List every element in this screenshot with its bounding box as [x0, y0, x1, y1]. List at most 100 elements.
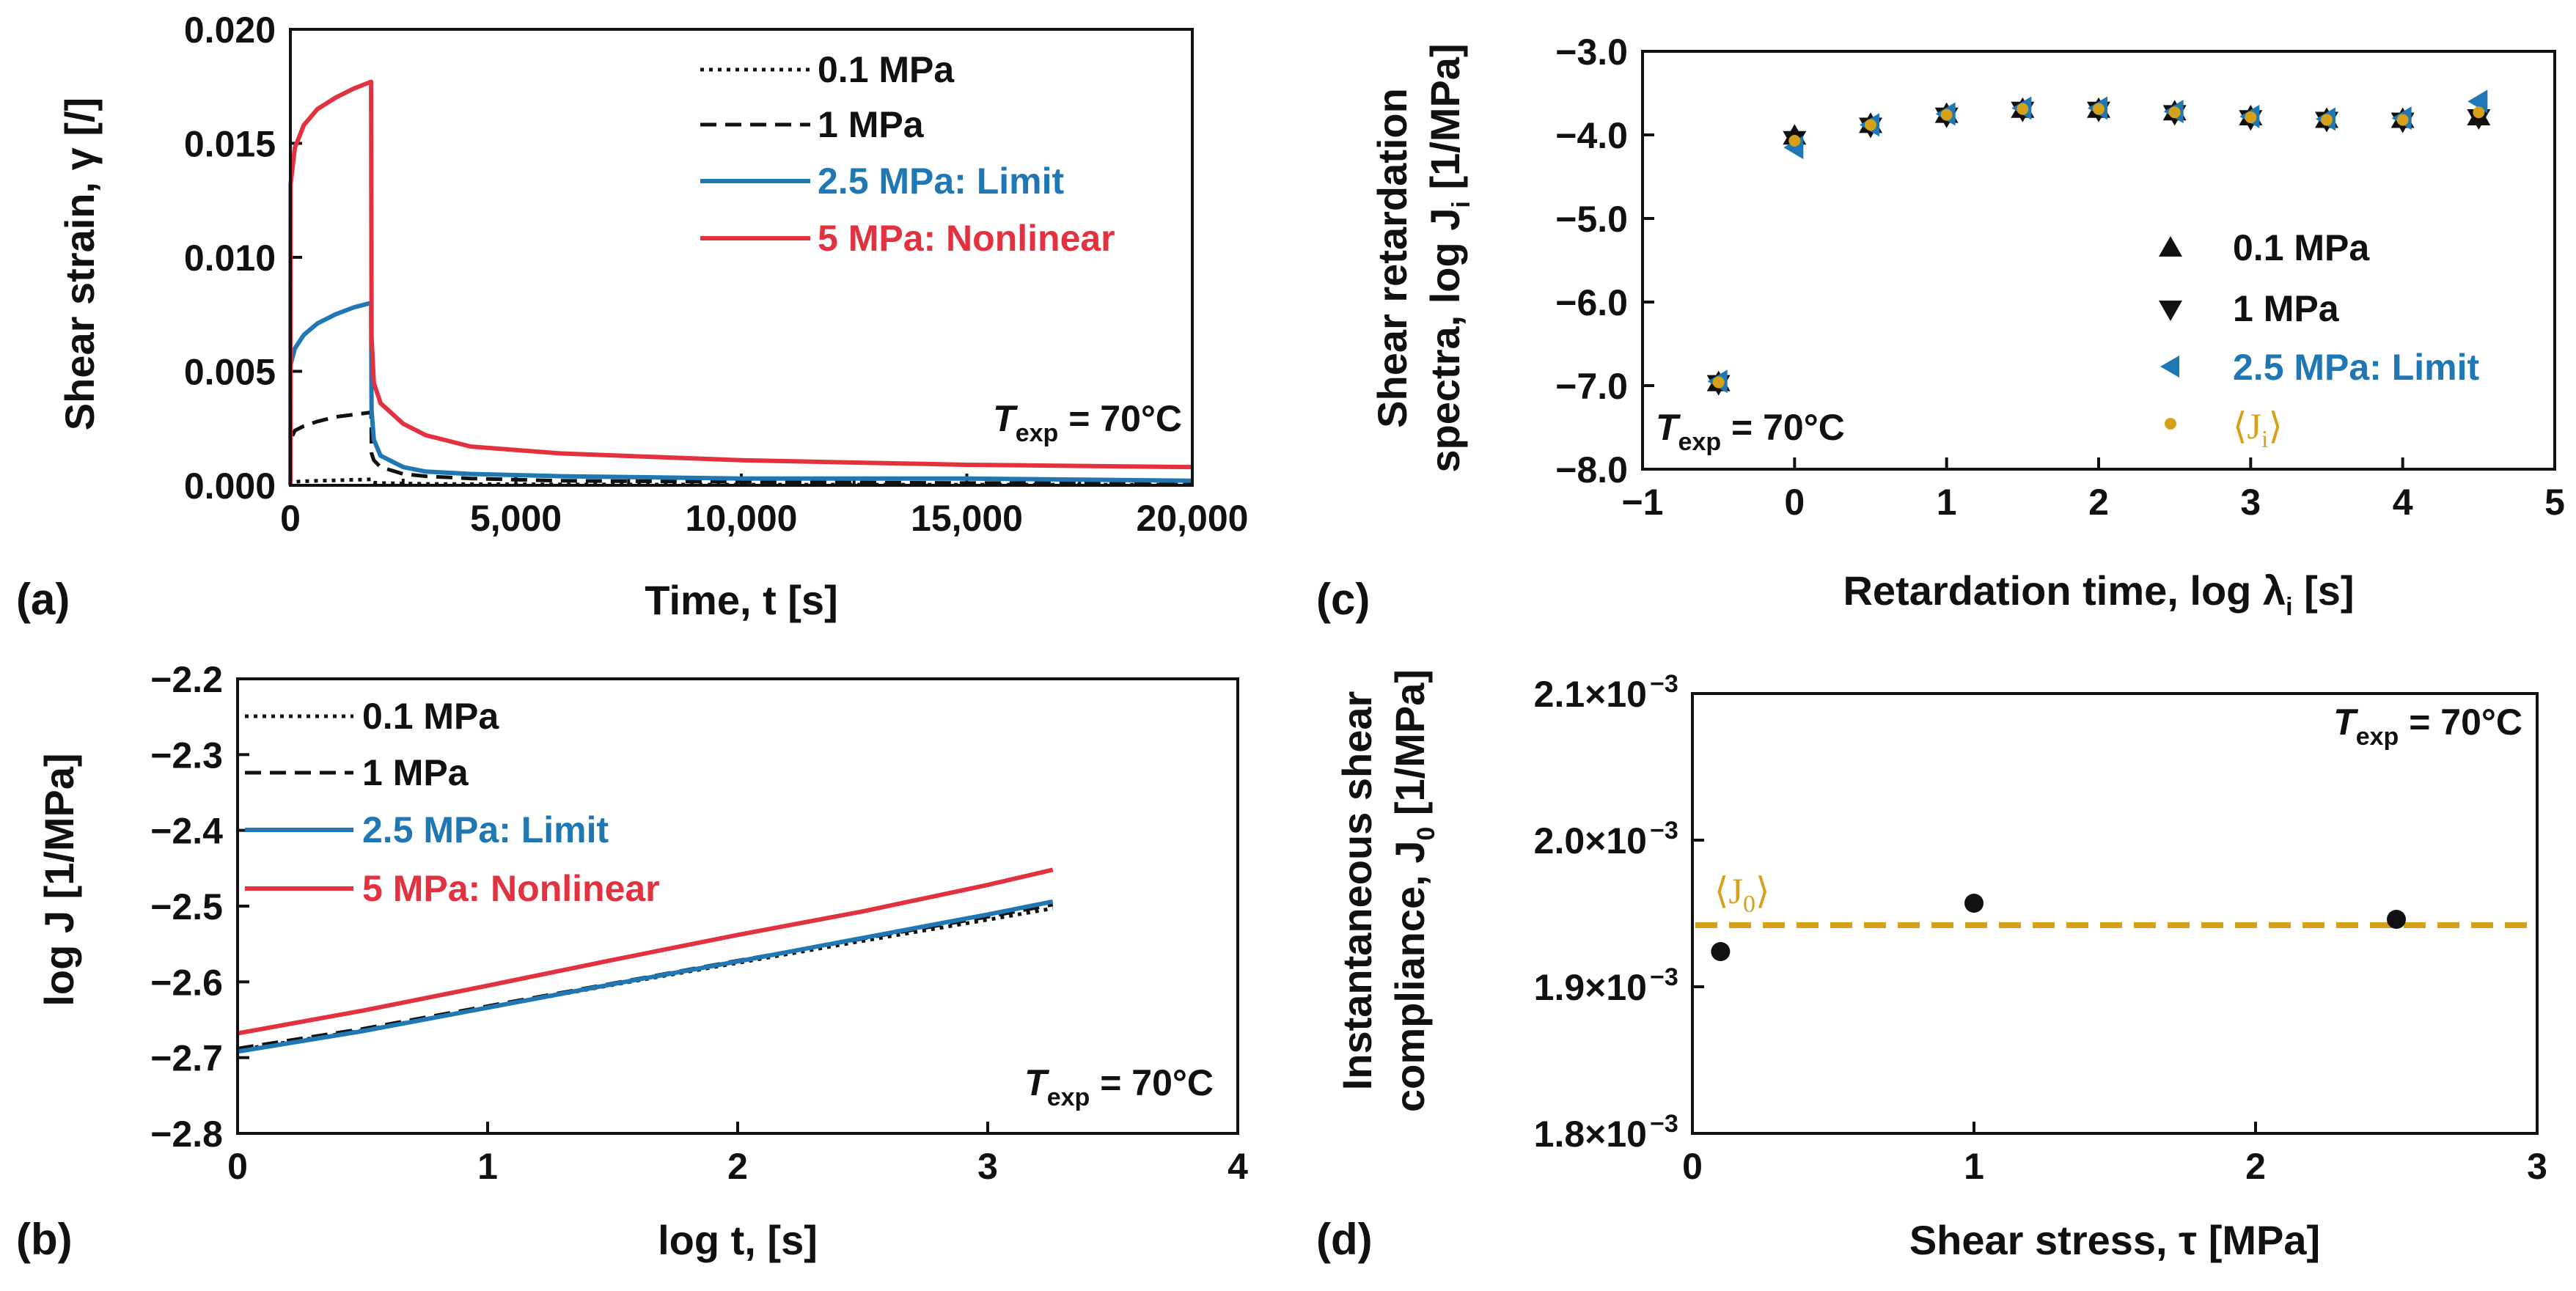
- legend-c-marker-2: [2160, 356, 2179, 378]
- panel-b-series-3-line: [237, 867, 1054, 1036]
- panel-b-series-0-line: [237, 906, 1054, 1052]
- panel-d-ylabel-rest: [1/MPa]: [1387, 669, 1433, 827]
- panel-a-ytick-label-4: 0.020: [184, 10, 276, 51]
- panel-a-ylabel-text: Shear strain, γ [/]: [56, 98, 103, 430]
- panel-a-xtick-label-0: 0: [280, 498, 301, 539]
- panel-c-xtick-label-5: 4: [2393, 482, 2413, 523]
- panel-a-series-1-line: [288, 411, 1192, 486]
- panel-d-ylabel-line1: Instantaneous shear: [1334, 691, 1380, 1091]
- panel-d-xtick-label-2: 2: [2245, 1146, 2266, 1187]
- annot-c-rest: = 70°C: [1721, 407, 1845, 448]
- legend-c-label-3-main: ⟨J: [2233, 405, 2261, 446]
- mean-label-main: ⟨J: [1714, 870, 1743, 911]
- legend-a-label-3: 5 MPa: Nonlinear: [818, 218, 1115, 259]
- panel-d-ylabel: Instantaneous shear compliance, J0 [1/MP…: [1334, 669, 1440, 1112]
- panel-c: Shear retardation spectra, log Ji [1/MPa…: [1316, 32, 2565, 624]
- annot-b-rest: = 70°C: [1090, 1062, 1214, 1103]
- annot-d-rest: = 70°C: [2399, 702, 2522, 743]
- panel-d-ytick-label-3: 2.1×10: [1534, 674, 1647, 715]
- panel-c-series-3-point-8: [2321, 114, 2333, 126]
- panel-c-xlabel-main: Retardation time, log λ: [1843, 567, 2286, 614]
- panel-c-ylabel-line2: spectra, log Ji [1/MPa]: [1422, 43, 1475, 472]
- panel-c-ytick-label-2: −6.0: [1555, 282, 1628, 323]
- panel-c-series-3-point-9: [2396, 114, 2409, 126]
- panel-d-series-0-point-2: [2387, 910, 2406, 929]
- panel-c-ytick-label-3: −5.0: [1555, 199, 1628, 240]
- panel-c-series-3-point-1: [1788, 134, 1801, 147]
- panel-b-xtick-label-3: 3: [977, 1146, 998, 1187]
- panel-c-label: (c): [1316, 575, 1370, 624]
- panel-a-xlabel: Time, t [s]: [645, 577, 837, 623]
- panel-c-xtick-label-1: 0: [1784, 482, 1805, 523]
- panel-d-frame: [1691, 692, 2539, 1135]
- panel-d-mean-label: ⟨J0⟩: [1714, 870, 1769, 918]
- panel-a-xtick-label-4: 20,000: [1137, 498, 1249, 539]
- panel-d-ytick-exp-0: −3: [1650, 1110, 1678, 1138]
- panel-c-series-3-point-5: [2093, 103, 2105, 115]
- legend-c-label-3: ⟨Ji⟩: [2233, 405, 2283, 453]
- annot-a-rest: = 70°C: [1058, 398, 1182, 439]
- legend-c-label-3-rest: ⟩: [2268, 405, 2283, 446]
- panel-c-ytick-label-5: −3.0: [1555, 32, 1628, 73]
- panel-d-ytick-label-2: 2.0×10: [1534, 820, 1647, 861]
- legend-c-label-3-sub: i: [2261, 426, 2268, 453]
- panel-b-ytick-label-4: −2.4: [150, 811, 223, 852]
- legend-b-label-2: 2.5 MPa: Limit: [362, 809, 609, 850]
- annot-a-sub: exp: [1016, 419, 1059, 447]
- panel-c-series-3-point-7: [2245, 111, 2257, 124]
- panel-c-ylabel-line1: Shear retardation: [1369, 88, 1415, 428]
- panel-a-ytick-label-2: 0.010: [184, 238, 276, 279]
- panel-a-legend: 0.1 MPa 1 MPa 2.5 MPa: Limit 5 MPa: Nonl…: [700, 49, 1115, 259]
- panel-c-series-3-point-6: [2168, 106, 2181, 119]
- panel-c-series-3-point-2: [1865, 119, 1876, 131]
- annot-b-sub: exp: [1047, 1084, 1090, 1111]
- panel-c-series-1-point-10: [2467, 109, 2491, 130]
- panel-c-xtick-label-0: −1: [1621, 482, 1663, 523]
- panel-b-ytick-label-1: −2.7: [150, 1038, 223, 1079]
- panel-d-label: (d): [1316, 1215, 1373, 1264]
- legend-b-label-3: 5 MPa: Nonlinear: [362, 868, 660, 909]
- panel-d-series-0-point-0: [1711, 942, 1731, 961]
- panel-d-ytick-label-0: 1.8×10: [1534, 1114, 1647, 1155]
- annot-c-main: T: [1656, 407, 1681, 448]
- panel-c-ylabel-main: spectra, log J: [1422, 208, 1468, 473]
- legend-a-label-2: 2.5 MPa: Limit: [818, 161, 1065, 202]
- panel-d-xtick-label-1: 1: [1964, 1146, 1984, 1187]
- panel-d-series: [1695, 894, 2534, 961]
- annot-d-sub: exp: [2356, 723, 2399, 751]
- panel-d-ticks: 0 1 2 31.8×10 −31.9×10 −32.0×10 −32.1×10 −3: [1534, 670, 2547, 1187]
- panel-a-ticks: 0 5,000 10,000 15,000 20,000 0.000 0.005 0.010 0…: [184, 10, 1249, 539]
- panel-d-ylabel-line2: compliance, J0 [1/MPa]: [1387, 669, 1440, 1112]
- legend-b-label-0: 0.1 MPa: [362, 696, 499, 737]
- panel-b-xtick-label-2: 2: [727, 1146, 748, 1187]
- legend-a-label-1: 1 MPa: [818, 104, 925, 145]
- legend-c-label-2: 2.5 MPa: Limit: [2233, 347, 2480, 388]
- panel-d-xlabel: Shear stress, τ [MPa]: [1909, 1217, 2320, 1263]
- panel-b-ticks: 0 1 2 3 4 −2.8 −2.7 −2.6 −2.5 −2.4 −2.3 −2.2: [150, 659, 1248, 1187]
- panel-d-xtick-label-3: 3: [2527, 1146, 2547, 1187]
- panel-a-xtick-label-2: 10,000: [686, 498, 798, 539]
- panel-c-series-3-point-4: [2017, 103, 2029, 115]
- annot-b-main: T: [1024, 1062, 1050, 1103]
- panel-c-temp-annotation: Texp = 70°C: [1656, 407, 1845, 456]
- panel-b-ytick-label-6: −2.2: [150, 659, 223, 700]
- panel-a-ylabel: Shear strain, γ [/]: [56, 98, 103, 430]
- panel-c-series-3-point-0: [1712, 376, 1725, 389]
- panel-d-ytick-exp-3: −3: [1650, 670, 1678, 698]
- panel-d-ytick-label-1: 1.9×10: [1534, 967, 1647, 1008]
- panel-c-ytick-label-1: −7.0: [1555, 366, 1628, 407]
- legend-c-label-0: 0.1 MPa: [2233, 227, 2370, 268]
- panel-c-frame: [1641, 50, 2556, 471]
- legend-c-marker-3: [2165, 418, 2176, 430]
- panel-d-temp-annotation: Texp = 70°C: [2333, 702, 2522, 751]
- annot-d-main: T: [2333, 702, 2359, 743]
- panel-c-series-3-point-10: [2473, 106, 2485, 119]
- panel-b-temp-annotation: Texp = 70°C: [1024, 1062, 1214, 1111]
- panel-d-ylabel-main: compliance, J: [1387, 841, 1433, 1112]
- panel-c-xlabel-sub: i: [2286, 593, 2292, 621]
- panel-c-xlabel-rest: [s]: [2293, 567, 2355, 614]
- panel-d-ytick-exp-2: −3: [1650, 817, 1678, 845]
- panel-c-ytick-label-4: −4.0: [1555, 115, 1628, 156]
- panel-a-temp-annotation: Texp = 70°C: [993, 398, 1182, 447]
